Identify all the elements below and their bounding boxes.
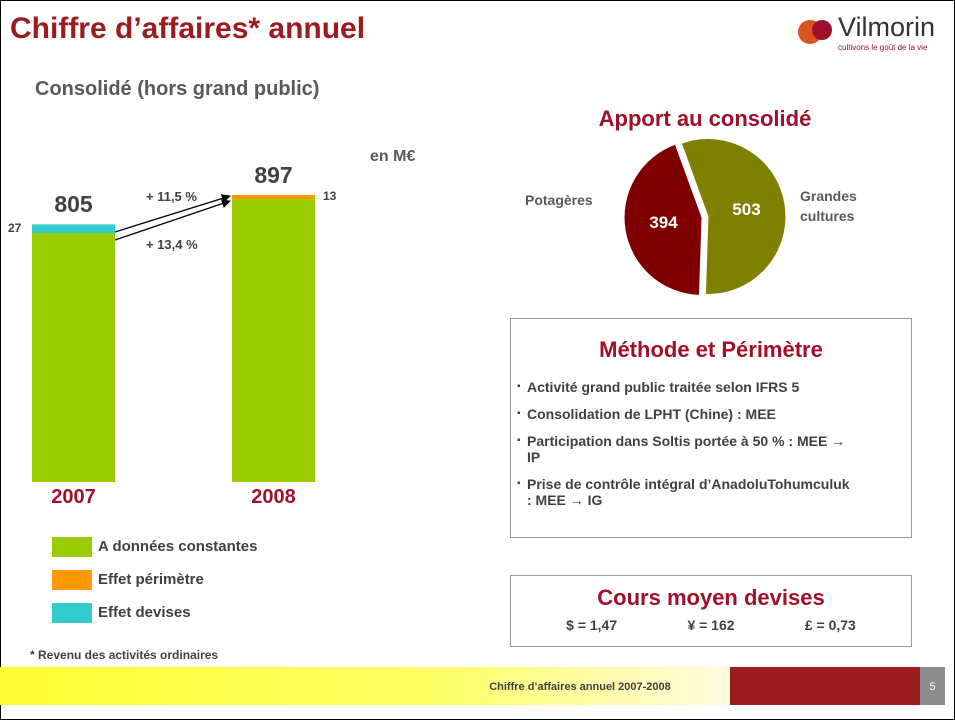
legend-swatch: [52, 570, 92, 590]
method-box: Méthode et Périmètre Activité grand publ…: [510, 318, 912, 538]
unit-label: en M€: [370, 148, 416, 165]
arrow: [114, 194, 231, 233]
annotation: + 11,5 %: [146, 189, 197, 204]
legend-label: A données constantes: [98, 538, 258, 555]
pie-slice: [680, 138, 787, 295]
currency-list: $ = 1,47 ¥ = 162 £ = 0,73: [511, 611, 911, 633]
legend-swatch: [52, 537, 92, 557]
method-list: Activité grand public traitée selon IFRS…: [511, 379, 851, 508]
pie-slice: [623, 143, 703, 296]
x-tick-label: 2008: [251, 486, 296, 508]
logo: Vilmorin: [838, 12, 936, 42]
bar-segment: [32, 233, 115, 482]
pie-value-label: 503: [732, 200, 760, 219]
currency-title: Cours moyen devises: [597, 585, 825, 610]
page-number: 5: [929, 681, 936, 693]
bar-total: 805: [54, 191, 93, 218]
segment-label: 13: [323, 189, 337, 204]
segment-label: 27: [8, 220, 22, 235]
bar-segment: [232, 194, 315, 200]
method-item: Prise de contrôle intégral d’AnadoluTohu…: [517, 476, 851, 508]
currency-item: $ = 1,47: [566, 617, 618, 633]
slide-title: Chiffre d’affaires* annuel: [10, 12, 366, 45]
footer-text: Chiffre d’affaires annuel 2007-2008: [489, 681, 671, 693]
currency-item: ¥ = 162: [687, 617, 735, 633]
bar-segment: [32, 224, 115, 234]
bar-total: 897: [254, 161, 293, 188]
pie-category: Grandes cultures: [800, 188, 857, 224]
method-item: Activité grand public traitée selon IFRS…: [517, 379, 851, 395]
legend-label: Effet périmètre: [98, 571, 204, 588]
footnote: * Revenu des activités ordinaires: [30, 648, 219, 662]
legend-swatch: [52, 603, 92, 623]
bar-segment: [232, 199, 315, 482]
footer-page-box: [920, 667, 945, 705]
logo-mark: [798, 20, 832, 44]
method-item: Consolidation de LPHT (Chine) : MEE: [517, 406, 851, 422]
method-item: Participation dans Soltis portée à 50 % …: [517, 433, 851, 465]
currency-item: £ = 0,73: [804, 617, 856, 633]
annotation: + 13,4 %: [146, 237, 198, 252]
currency-box: Cours moyen devises $ = 1,47 ¥ = 162 £ = 0…: [510, 575, 912, 647]
arrow: [114, 199, 231, 241]
legend-label: Effet devises: [98, 604, 191, 621]
method-title: Méthode et Périmètre: [599, 337, 823, 362]
subtitle: Consolidé (hors grand public): [35, 78, 320, 100]
pie-category: Potagères: [525, 192, 593, 208]
x-tick-label: 2007: [51, 486, 96, 508]
pie-title: Apport au consolidé: [598, 106, 812, 131]
pie-value-label: 394: [649, 213, 678, 232]
footer-band: [0, 667, 730, 705]
footer-red: [730, 667, 920, 705]
logo-tagline: cultivons le goût de la vie: [838, 43, 928, 52]
